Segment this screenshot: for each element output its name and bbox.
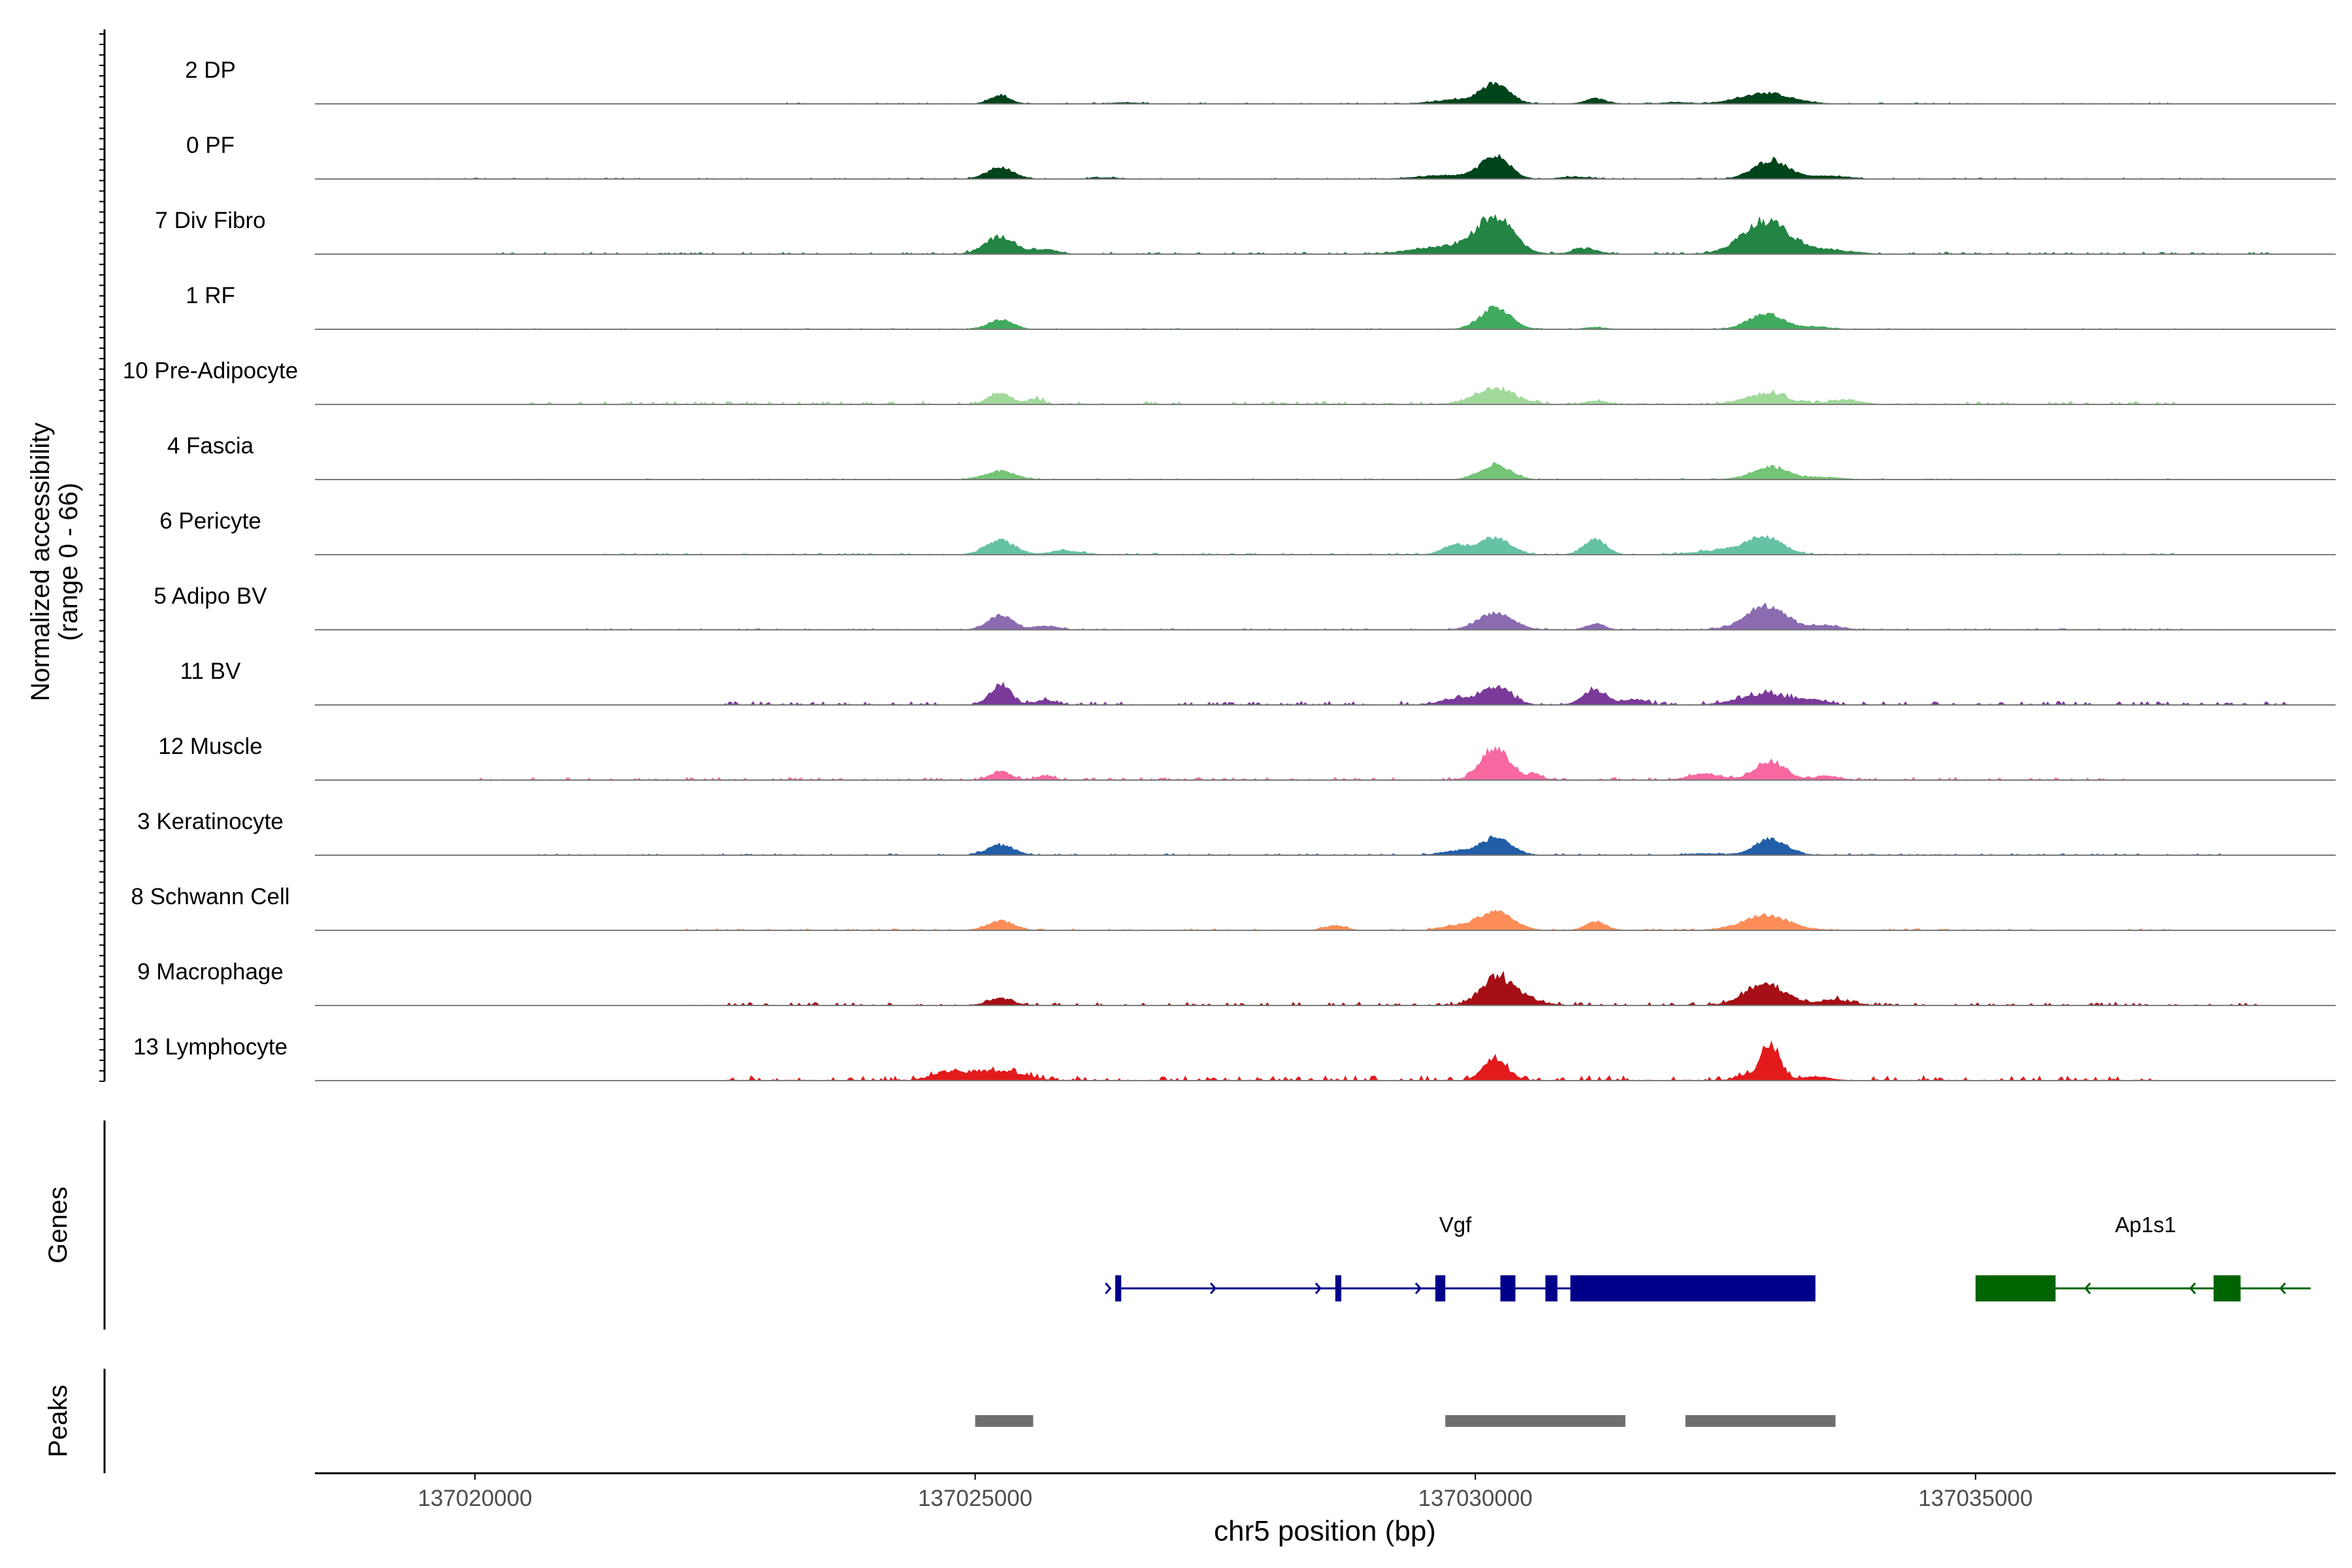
x-tick-label: 137035000 <box>1918 1486 2033 1511</box>
track-label: 6 Pericyte <box>159 508 261 534</box>
track-8: 11 BV <box>180 659 2336 706</box>
track-11: 8 Schwann Cell <box>131 884 2336 931</box>
peaks-label: Peaks <box>44 1384 73 1457</box>
track-label: 13 Lymphocyte <box>133 1034 287 1060</box>
x-tick-label: 137020000 <box>417 1486 532 1511</box>
track-label: 12 Muscle <box>158 734 263 759</box>
strand-arrow <box>1315 1282 1322 1294</box>
exon <box>1115 1275 1122 1301</box>
genes-panel: Genes Vgf Ap1s1 <box>44 1120 2311 1330</box>
exon <box>1545 1275 1558 1301</box>
x-tick-label: 137025000 <box>918 1486 1032 1511</box>
gene-models: Vgf Ap1s1 <box>1105 1213 2311 1301</box>
strand-arrow <box>2084 1282 2091 1294</box>
strand-arrow <box>1105 1282 1112 1294</box>
exon <box>1435 1275 1446 1301</box>
x-axis: 137020000 137025000 137030000 137035000 chr… <box>315 1472 2336 1547</box>
track-12: 9 Macrophage <box>137 959 2336 1006</box>
y-axis-label-line2: (range 0 - 66) <box>54 483 83 641</box>
peak-region <box>975 1415 1034 1427</box>
track-signal <box>315 386 2336 405</box>
track-2: 7 Div Fibro <box>155 208 2336 255</box>
gene-vgf: Vgf <box>1105 1213 1816 1301</box>
track-label: 5 Adipo BV <box>154 583 267 609</box>
exon <box>2213 1275 2241 1301</box>
y-axis-ticks <box>99 33 105 1082</box>
track-6: 6 Pericyte <box>159 508 2336 555</box>
track-label: 10 Pre-Adipocyte <box>123 358 298 384</box>
x-axis-label: chr5 position (bp) <box>1214 1515 1436 1547</box>
x-axis-ticks: 137020000 137025000 137030000 137035000 <box>417 1473 2033 1511</box>
strand-arrow <box>2279 1282 2286 1294</box>
strand-arrow <box>1414 1282 1422 1294</box>
track-9: 12 Muscle <box>158 734 2336 781</box>
track-7: 5 Adipo BV <box>154 583 2336 630</box>
peak-region <box>1685 1415 1836 1427</box>
x-tick-label: 137030000 <box>1418 1486 1533 1511</box>
track-0: 2 DP <box>185 57 2336 105</box>
track-label: 2 DP <box>185 57 236 83</box>
track-label: 11 BV <box>180 659 241 684</box>
track-3: 1 RF <box>186 283 2336 330</box>
track-10: 3 Keratinocyte <box>137 809 2336 856</box>
track-label: 4 Fascia <box>167 433 254 459</box>
track-4: 10 Pre-Adipocyte <box>123 358 2336 405</box>
y-axis-label-line1: Normalized accessibility <box>26 423 55 702</box>
exon <box>1500 1275 1516 1301</box>
track-label: 1 RF <box>186 283 235 308</box>
peak-regions <box>975 1415 1836 1427</box>
peaks-panel: Peaks <box>44 1369 1836 1473</box>
strand-arrow <box>1209 1282 1217 1294</box>
y-axis: Normalized accessibility (range 0 - 66) <box>26 29 106 1082</box>
track-1: 0 PF <box>186 133 2336 180</box>
exon <box>1335 1275 1341 1301</box>
track-label: 3 Keratinocyte <box>137 809 284 834</box>
accessibility-tracks: 2 DP 0 PF 7 Div Fibro 1 RF 10 Pre-Adipocyte 4… <box>123 57 2336 1082</box>
exon <box>1975 1275 2056 1301</box>
track-13: 13 Lymphocyte <box>133 1034 2336 1082</box>
track-5: 4 Fascia <box>167 433 2336 480</box>
gene-ap1s1: Ap1s1 <box>1975 1213 2311 1301</box>
exon <box>1570 1275 1816 1301</box>
track-label: 8 Schwann Cell <box>131 884 289 909</box>
gene-label: Ap1s1 <box>2115 1213 2176 1237</box>
track-label: 0 PF <box>186 133 235 158</box>
genes-label: Genes <box>44 1186 73 1264</box>
track-label: 9 Macrophage <box>137 959 284 985</box>
track-label: 7 Div Fibro <box>155 208 265 233</box>
gene-label: Vgf <box>1439 1213 1472 1237</box>
peak-region <box>1445 1415 1625 1427</box>
strand-arrow <box>2189 1282 2197 1294</box>
